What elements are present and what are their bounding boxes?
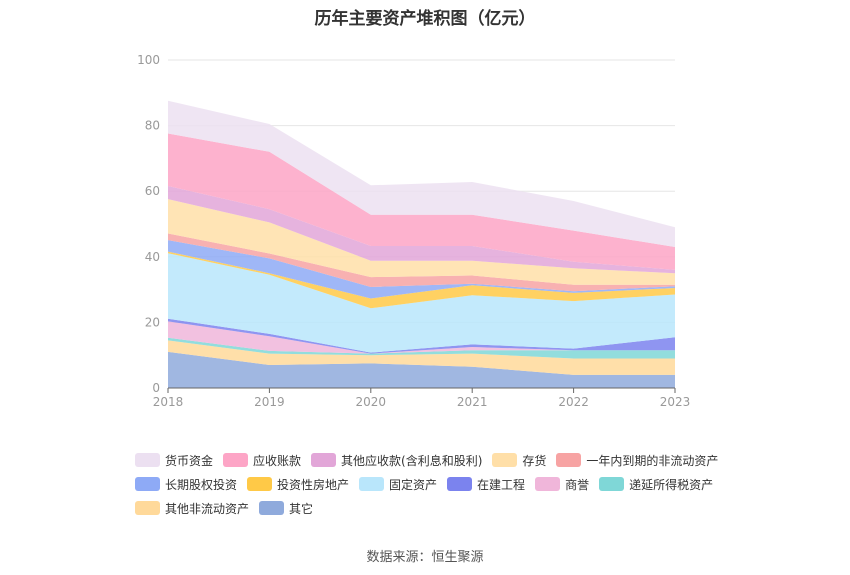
legend-item[interactable]: 应收账款 [223, 452, 301, 469]
x-tick-label: 2018 [153, 395, 184, 409]
legend-swatch [135, 477, 160, 491]
legend-swatch [247, 477, 273, 491]
legend-item[interactable]: 递延所得税资产 [599, 476, 713, 493]
stacked-area-chart: 0 20 40 60 80 100 2018 2019 2020 2021 2022 2023 [137, 53, 690, 409]
legend-label: 其他应收款(含利息和股利) [341, 453, 483, 468]
y-tick-label: 80 [145, 119, 160, 133]
area-series-长期股权投资 [168, 240, 675, 299]
legend-label: 其它 [289, 501, 314, 516]
legend-label: 其他非流动资产 [165, 501, 250, 516]
x-tick-label: 2020 [356, 395, 387, 409]
area-series-应收账款 [168, 133, 675, 270]
legend-item[interactable]: 一年内到期的非流动资产 [556, 452, 718, 469]
area-series-商誉 [168, 321, 675, 354]
legend-item[interactable]: 长期股权投资 [135, 476, 237, 493]
legend-item[interactable]: 其他非流动资产 [135, 500, 249, 517]
legend-label: 货币资金 [165, 453, 214, 468]
legend-row: 货币资金 应收账款 其他应收款(含利息和股利) 存货 一年内到期的非流动资产 [135, 448, 735, 472]
legend-swatch [492, 453, 518, 467]
legend-row: 其他非流动资产 其它 [135, 496, 735, 520]
legend-swatch [311, 453, 337, 467]
legend-label: 递延所得税资产 [629, 477, 714, 492]
legend-label: 固定资产 [389, 477, 438, 492]
legend-item[interactable]: 其它 [259, 500, 313, 517]
legend-item[interactable]: 固定资产 [359, 476, 437, 493]
legend-label: 一年内到期的非流动资产 [586, 453, 719, 468]
legend-item[interactable]: 货币资金 [135, 452, 213, 469]
legend-item[interactable]: 其他应收款(含利息和股利) [311, 452, 482, 469]
chart-legend: 货币资金 应收账款 其他应收款(含利息和股利) 存货 一年内到期的非流动资产长期股权投资… [135, 448, 735, 520]
legend-item[interactable]: 在建工程 [447, 476, 525, 493]
area-series-存货 [168, 199, 675, 285]
y-tick-label: 100 [137, 53, 160, 67]
y-tick-label: 0 [152, 381, 160, 395]
legend-label: 长期股权投资 [165, 477, 238, 492]
legend-label: 在建工程 [477, 477, 526, 492]
area-series-一年内到期的非流动资产 [168, 233, 675, 292]
area-series-递延所得税资产 [168, 337, 675, 359]
legend-label: 应收账款 [253, 453, 302, 468]
legend-swatch [359, 477, 385, 491]
legend-item[interactable]: 存货 [492, 452, 546, 469]
axes: 0 20 40 60 80 100 2018 2019 2020 2021 2022 2023 [137, 53, 690, 409]
area-series-固定资产 [168, 253, 675, 353]
chart-title: 历年主要资产堆积图（亿元） [314, 9, 536, 29]
area-series [168, 100, 675, 388]
area-series-投资性房地产 [168, 251, 675, 309]
legend-item[interactable]: 投资性房地产 [247, 476, 349, 493]
y-tick-label: 20 [145, 315, 160, 329]
area-series-其他非流动资产 [168, 340, 675, 375]
legend-swatch [135, 501, 160, 515]
area-series-其它 [168, 351, 675, 388]
legend-swatch [556, 453, 582, 467]
area-series-其他应收款(含利息和股利) [168, 186, 675, 274]
x-tick-label: 2021 [457, 395, 488, 409]
y-tick-label: 60 [145, 184, 160, 198]
legend-label: 存货 [522, 453, 547, 468]
legend-label: 投资性房地产 [277, 477, 350, 492]
x-tick-label: 2022 [558, 395, 589, 409]
legend-item[interactable]: 商誉 [535, 476, 589, 493]
legend-swatch [447, 477, 473, 491]
x-tick-label: 2019 [254, 395, 285, 409]
legend-swatch [223, 453, 249, 467]
area-series-货币资金 [168, 100, 675, 247]
legend-swatch [135, 453, 160, 467]
y-tick-label: 40 [145, 250, 160, 264]
legend-swatch [599, 477, 625, 491]
legend-row: 长期股权投资 投资性房地产 固定资产 在建工程 商誉 递延所得税资产 [135, 472, 735, 496]
legend-swatch [259, 501, 285, 515]
legend-label: 商誉 [565, 477, 590, 492]
legend-swatch [535, 477, 561, 491]
area-series-在建工程 [168, 318, 675, 354]
x-tick-label: 2023 [660, 395, 691, 409]
source-note: 数据来源：恒生聚源 [366, 550, 484, 565]
